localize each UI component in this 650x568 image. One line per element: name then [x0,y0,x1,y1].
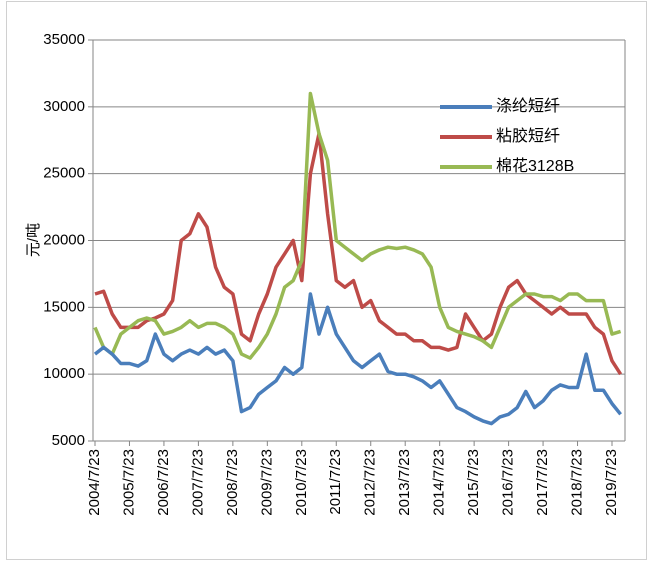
x-tick-label: 2019/7/23 [603,449,620,516]
y-tick-label: 5000 [52,432,85,449]
x-tick-label: 2004/7/23 [86,449,103,516]
x-tick-label: 2013/7/23 [396,449,413,516]
x-tick-label: 2015/7/23 [465,449,482,516]
y-tick-label: 10000 [43,365,85,382]
series-line [93,91,622,360]
legend-label: 粘胶短纤 [496,127,560,145]
x-tick-label: 2014/7/23 [431,449,448,516]
x-tick-label: 2012/7/23 [362,449,379,516]
y-tick-label: 25000 [43,165,85,182]
legend-label: 涤纶短纤 [496,97,560,115]
series-line [93,292,622,426]
chart-frame [6,1,647,560]
y-axis-label: 元/吨 [25,223,42,257]
series-line [94,131,623,376]
y-tick-label: 20000 [43,231,85,248]
y-tick-label: 35000 [43,31,85,48]
x-tick-label: 2016/7/23 [500,449,517,516]
legend-label: 棉花3128B [496,157,574,175]
x-tick-label: 2006/7/23 [155,449,172,516]
x-tick-label: 2011/7/23 [327,449,344,515]
y-tick-label: 15000 [43,298,85,315]
x-tick-label: 2008/7/23 [224,449,241,516]
x-tick-label: 2007/7/23 [189,449,206,516]
y-tick-label: 30000 [43,98,85,115]
x-tick-label: 2009/7/23 [258,449,275,516]
x-tick-label: 2010/7/23 [293,449,310,516]
x-tick-label: 2017/7/23 [534,449,551,516]
x-tick-label: 2005/7/23 [120,449,137,516]
x-tick-label: 2018/7/23 [569,449,586,516]
